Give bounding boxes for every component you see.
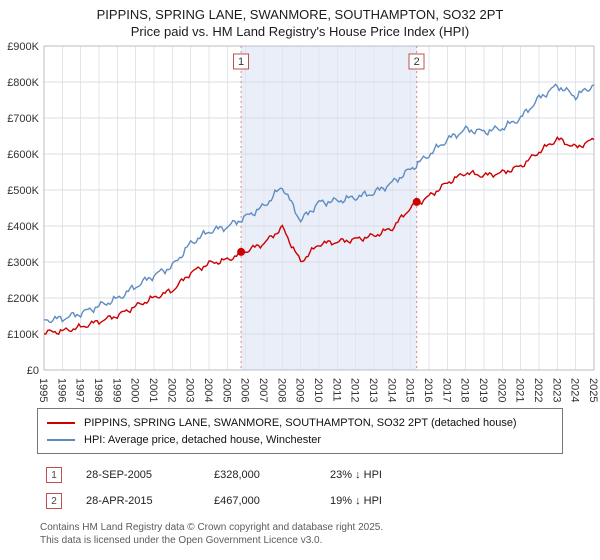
transaction-1-number-box: 1	[46, 467, 62, 483]
transaction-2-number-box: 2	[46, 493, 62, 509]
page-title: PIPPINS, SPRING LANE, SWANMORE, SOUTHAMP…	[96, 7, 504, 22]
legend-item-price-paid: PIPPINS, SPRING LANE, SWANMORE, SOUTHAMP…	[47, 414, 553, 431]
license-footer: Contains HM Land Registry data © Crown c…	[40, 521, 600, 547]
svg-text:1: 1	[238, 56, 244, 68]
transaction-row-1: 1 28-SEP-2005 £328,000 23% ↓ HPI	[46, 467, 600, 483]
svg-text:2000: 2000	[129, 378, 141, 402]
svg-text:2005: 2005	[220, 378, 232, 402]
svg-text:2012: 2012	[349, 378, 361, 402]
svg-text:2011: 2011	[330, 378, 342, 402]
svg-text:£0: £0	[27, 365, 39, 377]
transaction-row-2: 2 28-APR-2015 £467,000 19% ↓ HPI	[46, 493, 600, 509]
svg-text:2020: 2020	[495, 378, 507, 402]
svg-text:2025: 2025	[587, 378, 599, 402]
transaction-2-price: £467,000	[214, 495, 260, 507]
price-paid-line-swatch	[47, 421, 75, 424]
svg-text:2009: 2009	[294, 378, 306, 402]
footer-line-2: This data is licensed under the Open Gov…	[40, 535, 323, 546]
svg-text:2010: 2010	[312, 378, 324, 402]
svg-text:1997: 1997	[74, 378, 86, 402]
svg-text:£200K: £200K	[7, 293, 39, 305]
legend-label-price-paid: PIPPINS, SPRING LANE, SWANMORE, SOUTHAMP…	[84, 416, 517, 429]
hpi-line-swatch	[47, 438, 75, 441]
legend-label-hpi: HPI: Average price, detached house, Winc…	[84, 433, 322, 446]
transaction-1-vs-hpi: 23% ↓ HPI	[330, 469, 382, 481]
svg-text:£500K: £500K	[7, 185, 39, 197]
svg-text:2016: 2016	[422, 378, 434, 402]
legend: PIPPINS, SPRING LANE, SWANMORE, SOUTHAMP…	[37, 408, 563, 454]
svg-text:2017: 2017	[440, 378, 452, 402]
transactions-list: 1 28-SEP-2005 £328,000 23% ↓ HPI 2 28-AP…	[46, 467, 600, 509]
svg-text:£100K: £100K	[7, 329, 39, 341]
svg-text:£400K: £400K	[7, 221, 39, 233]
svg-text:2022: 2022	[532, 378, 544, 402]
svg-text:2015: 2015	[404, 378, 416, 402]
page-subtitle: Price paid vs. HM Land Registry's House …	[130, 24, 470, 39]
svg-text:2013: 2013	[367, 378, 379, 402]
svg-text:2003: 2003	[184, 378, 196, 402]
svg-text:2021: 2021	[514, 378, 526, 402]
chart-header: PIPPINS, SPRING LANE, SWANMORE, SOUTHAMP…	[0, 0, 600, 40]
legend-item-hpi: HPI: Average price, detached house, Winc…	[47, 431, 553, 448]
svg-text:2008: 2008	[275, 378, 287, 402]
svg-text:1998: 1998	[92, 378, 104, 402]
svg-text:1995: 1995	[37, 378, 49, 402]
svg-text:£900K: £900K	[7, 41, 39, 53]
svg-text:2019: 2019	[477, 378, 489, 402]
svg-text:2004: 2004	[202, 378, 214, 402]
svg-text:2024: 2024	[569, 378, 581, 402]
svg-text:2023: 2023	[550, 378, 562, 402]
svg-text:£600K: £600K	[7, 149, 39, 161]
transaction-2-vs-hpi: 19% ↓ HPI	[330, 495, 382, 507]
svg-text:1999: 1999	[110, 378, 122, 402]
svg-text:2006: 2006	[239, 378, 251, 402]
svg-text:2007: 2007	[257, 378, 269, 402]
transaction-1-price: £328,000	[214, 469, 260, 481]
svg-text:£700K: £700K	[7, 113, 39, 125]
svg-text:£800K: £800K	[7, 77, 39, 89]
svg-text:1996: 1996	[55, 378, 67, 402]
svg-text:£300K: £300K	[7, 257, 39, 269]
price-chart: 1 2 £0 £100K £200K £300K £400K £500K £600K £700K £…	[7, 41, 599, 402]
svg-text:2014: 2014	[385, 378, 397, 402]
footer-line-1: Contains HM Land Registry data © Crown c…	[40, 522, 384, 533]
svg-text:2: 2	[414, 56, 420, 68]
transaction-1-date: 28-SEP-2005	[86, 469, 153, 481]
svg-text:2018: 2018	[459, 378, 471, 402]
svg-text:2002: 2002	[165, 378, 177, 402]
svg-text:2001: 2001	[147, 378, 159, 402]
transaction-2-date: 28-APR-2015	[86, 495, 153, 507]
